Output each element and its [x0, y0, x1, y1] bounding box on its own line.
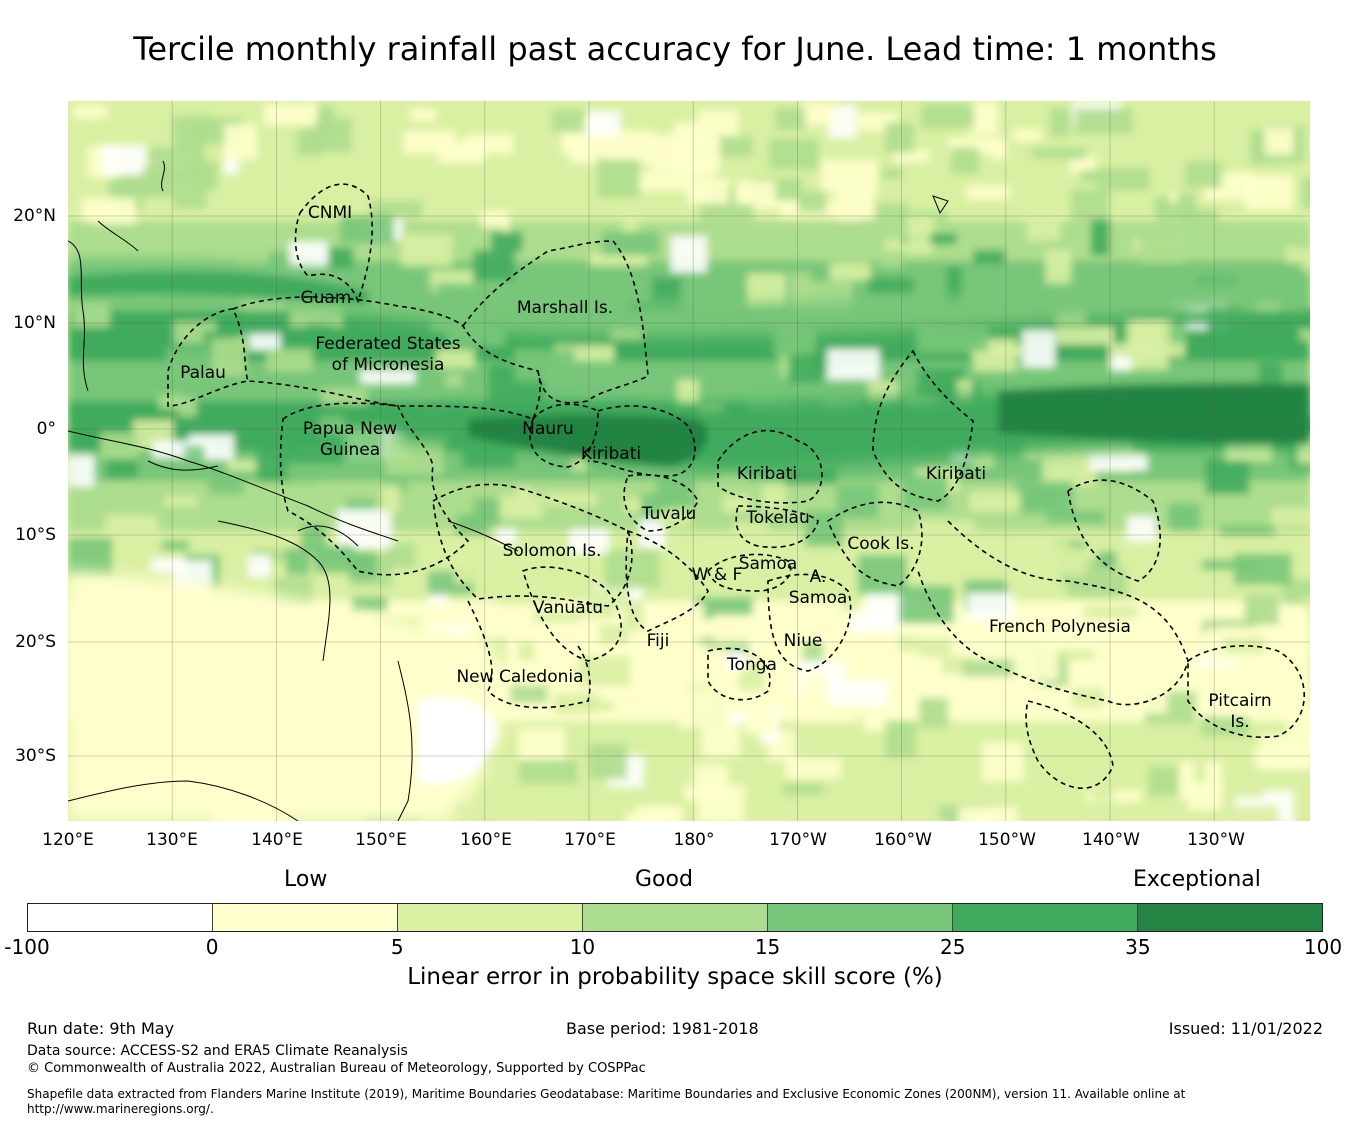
colorbar-tick-label: 25 — [939, 935, 966, 959]
run-date: Run date: 9th May — [27, 1019, 175, 1038]
region-label-tokelau: Tokelau — [745, 508, 810, 528]
x-tick-label: 150°W — [978, 830, 1036, 850]
region-label-kiribati-phoenix-: Kiribati — [737, 464, 797, 484]
region-label-tonga: Tonga — [726, 655, 777, 675]
region-label-solomon-is-: Solomon Is. — [503, 541, 602, 561]
colorbar-tick-label: 35 — [1125, 935, 1151, 959]
x-tick-label: 130°W — [1187, 830, 1245, 850]
x-tick-label: 130°E — [146, 830, 198, 850]
legend-category-low: Low — [284, 867, 328, 892]
region-label-federated-states-of-micronesia: Federated States of Micronesia — [315, 334, 460, 375]
region-labels: CNMI Guam Marshall Is. Federated States of M… — [180, 203, 1272, 732]
region-label-a-samoa: A. Samoa — [789, 567, 848, 608]
region-label-kiribati-gilbert-: Kiribati — [581, 444, 641, 464]
region-label-samoa: Samoa — [739, 554, 798, 574]
colorbar-tick-label: 10 — [569, 935, 596, 959]
legend-category-exceptional: Exceptional — [1133, 867, 1261, 892]
region-label-pitcairn-is-: Pitcairn Is. — [1208, 691, 1271, 732]
colorbar-tick-label: 5 — [390, 935, 404, 959]
x-tick-label: 180° — [673, 830, 715, 850]
colorbar-segment — [1138, 904, 1322, 931]
region-label-vanuatu: Vanuatu — [533, 598, 603, 618]
region-label-french-polynesia: French Polynesia — [989, 617, 1131, 637]
copyright: © Commonwealth of Australia 2022, Austra… — [27, 1061, 646, 1076]
data-source: Data source: ACCESS-S2 and ERA5 Climate … — [27, 1043, 408, 1059]
colorbar-segment — [28, 904, 213, 931]
colorbar-segment — [398, 904, 583, 931]
region-label-w-f: W & F — [692, 565, 743, 585]
region-label-papua-new-guinea: Papua New Guinea — [303, 419, 397, 460]
y-tick-label: 20°N — [13, 206, 56, 226]
legend-category-good: Good — [635, 867, 693, 892]
x-tick-label: 140°W — [1082, 830, 1140, 850]
region-label-fiji: Fiji — [647, 631, 670, 651]
x-tick-label: 160°E — [460, 830, 512, 850]
eez-boundaries — [167, 183, 1306, 789]
x-tick-label: 170°W — [769, 830, 827, 850]
region-label-niue: Niue — [784, 631, 823, 651]
colorbar-tick-label: 100 — [1303, 935, 1343, 959]
y-tick-label: 10°S — [15, 525, 56, 545]
colorbar-segment — [953, 904, 1138, 931]
colorbar-segment — [768, 904, 953, 931]
region-label-guam: Guam — [301, 288, 352, 308]
coastlines — [68, 160, 949, 821]
x-tick-label: 160°W — [874, 830, 932, 850]
y-tick-label: 0° — [36, 419, 56, 439]
colorbar-segment — [213, 904, 398, 931]
x-tick-label: 120°E — [42, 830, 94, 850]
x-tick-label: 170°E — [564, 830, 616, 850]
colorbar — [27, 903, 1323, 932]
x-tick-label: 140°E — [251, 830, 303, 850]
issued-date: Issued: 11/01/2022 — [1168, 1019, 1323, 1038]
region-label-cnmi: CNMI — [308, 203, 352, 223]
colorbar-tick-label: -100 — [4, 935, 50, 959]
region-label-nauru: Nauru — [522, 419, 574, 439]
map-title: Tercile monthly rainfall past accuracy f… — [133, 30, 1217, 68]
region-label-cook-is-: Cook Is. — [847, 534, 914, 554]
region-label-marshall-is-: Marshall Is. — [517, 298, 613, 318]
skill-score-map: CNMI Guam Marshall Is. Federated States of M… — [68, 101, 1310, 821]
region-label-new-caledonia: New Caledonia — [456, 667, 583, 687]
colorbar-tick-label: 15 — [754, 935, 781, 959]
shapefile-note: Shapefile data extracted from Flanders M… — [27, 1087, 1186, 1116]
y-tick-label: 20°S — [15, 632, 56, 652]
colorbar-label: Linear error in probability space skill … — [407, 964, 943, 990]
x-tick-label: 150°E — [355, 830, 407, 850]
colorbar-tick-label: 0 — [205, 935, 219, 959]
region-label-palau: Palau — [180, 363, 226, 383]
y-tick-label: 30°S — [15, 746, 56, 766]
y-tick-label: 10°N — [13, 313, 56, 333]
skill-field — [68, 101, 1310, 821]
region-label-tuvalu: Tuvalu — [641, 504, 697, 524]
colorbar-segment — [583, 904, 768, 931]
base-period: Base period: 1981-2018 — [566, 1019, 759, 1038]
region-label-kiribati-line-: Kiribati — [926, 464, 986, 484]
